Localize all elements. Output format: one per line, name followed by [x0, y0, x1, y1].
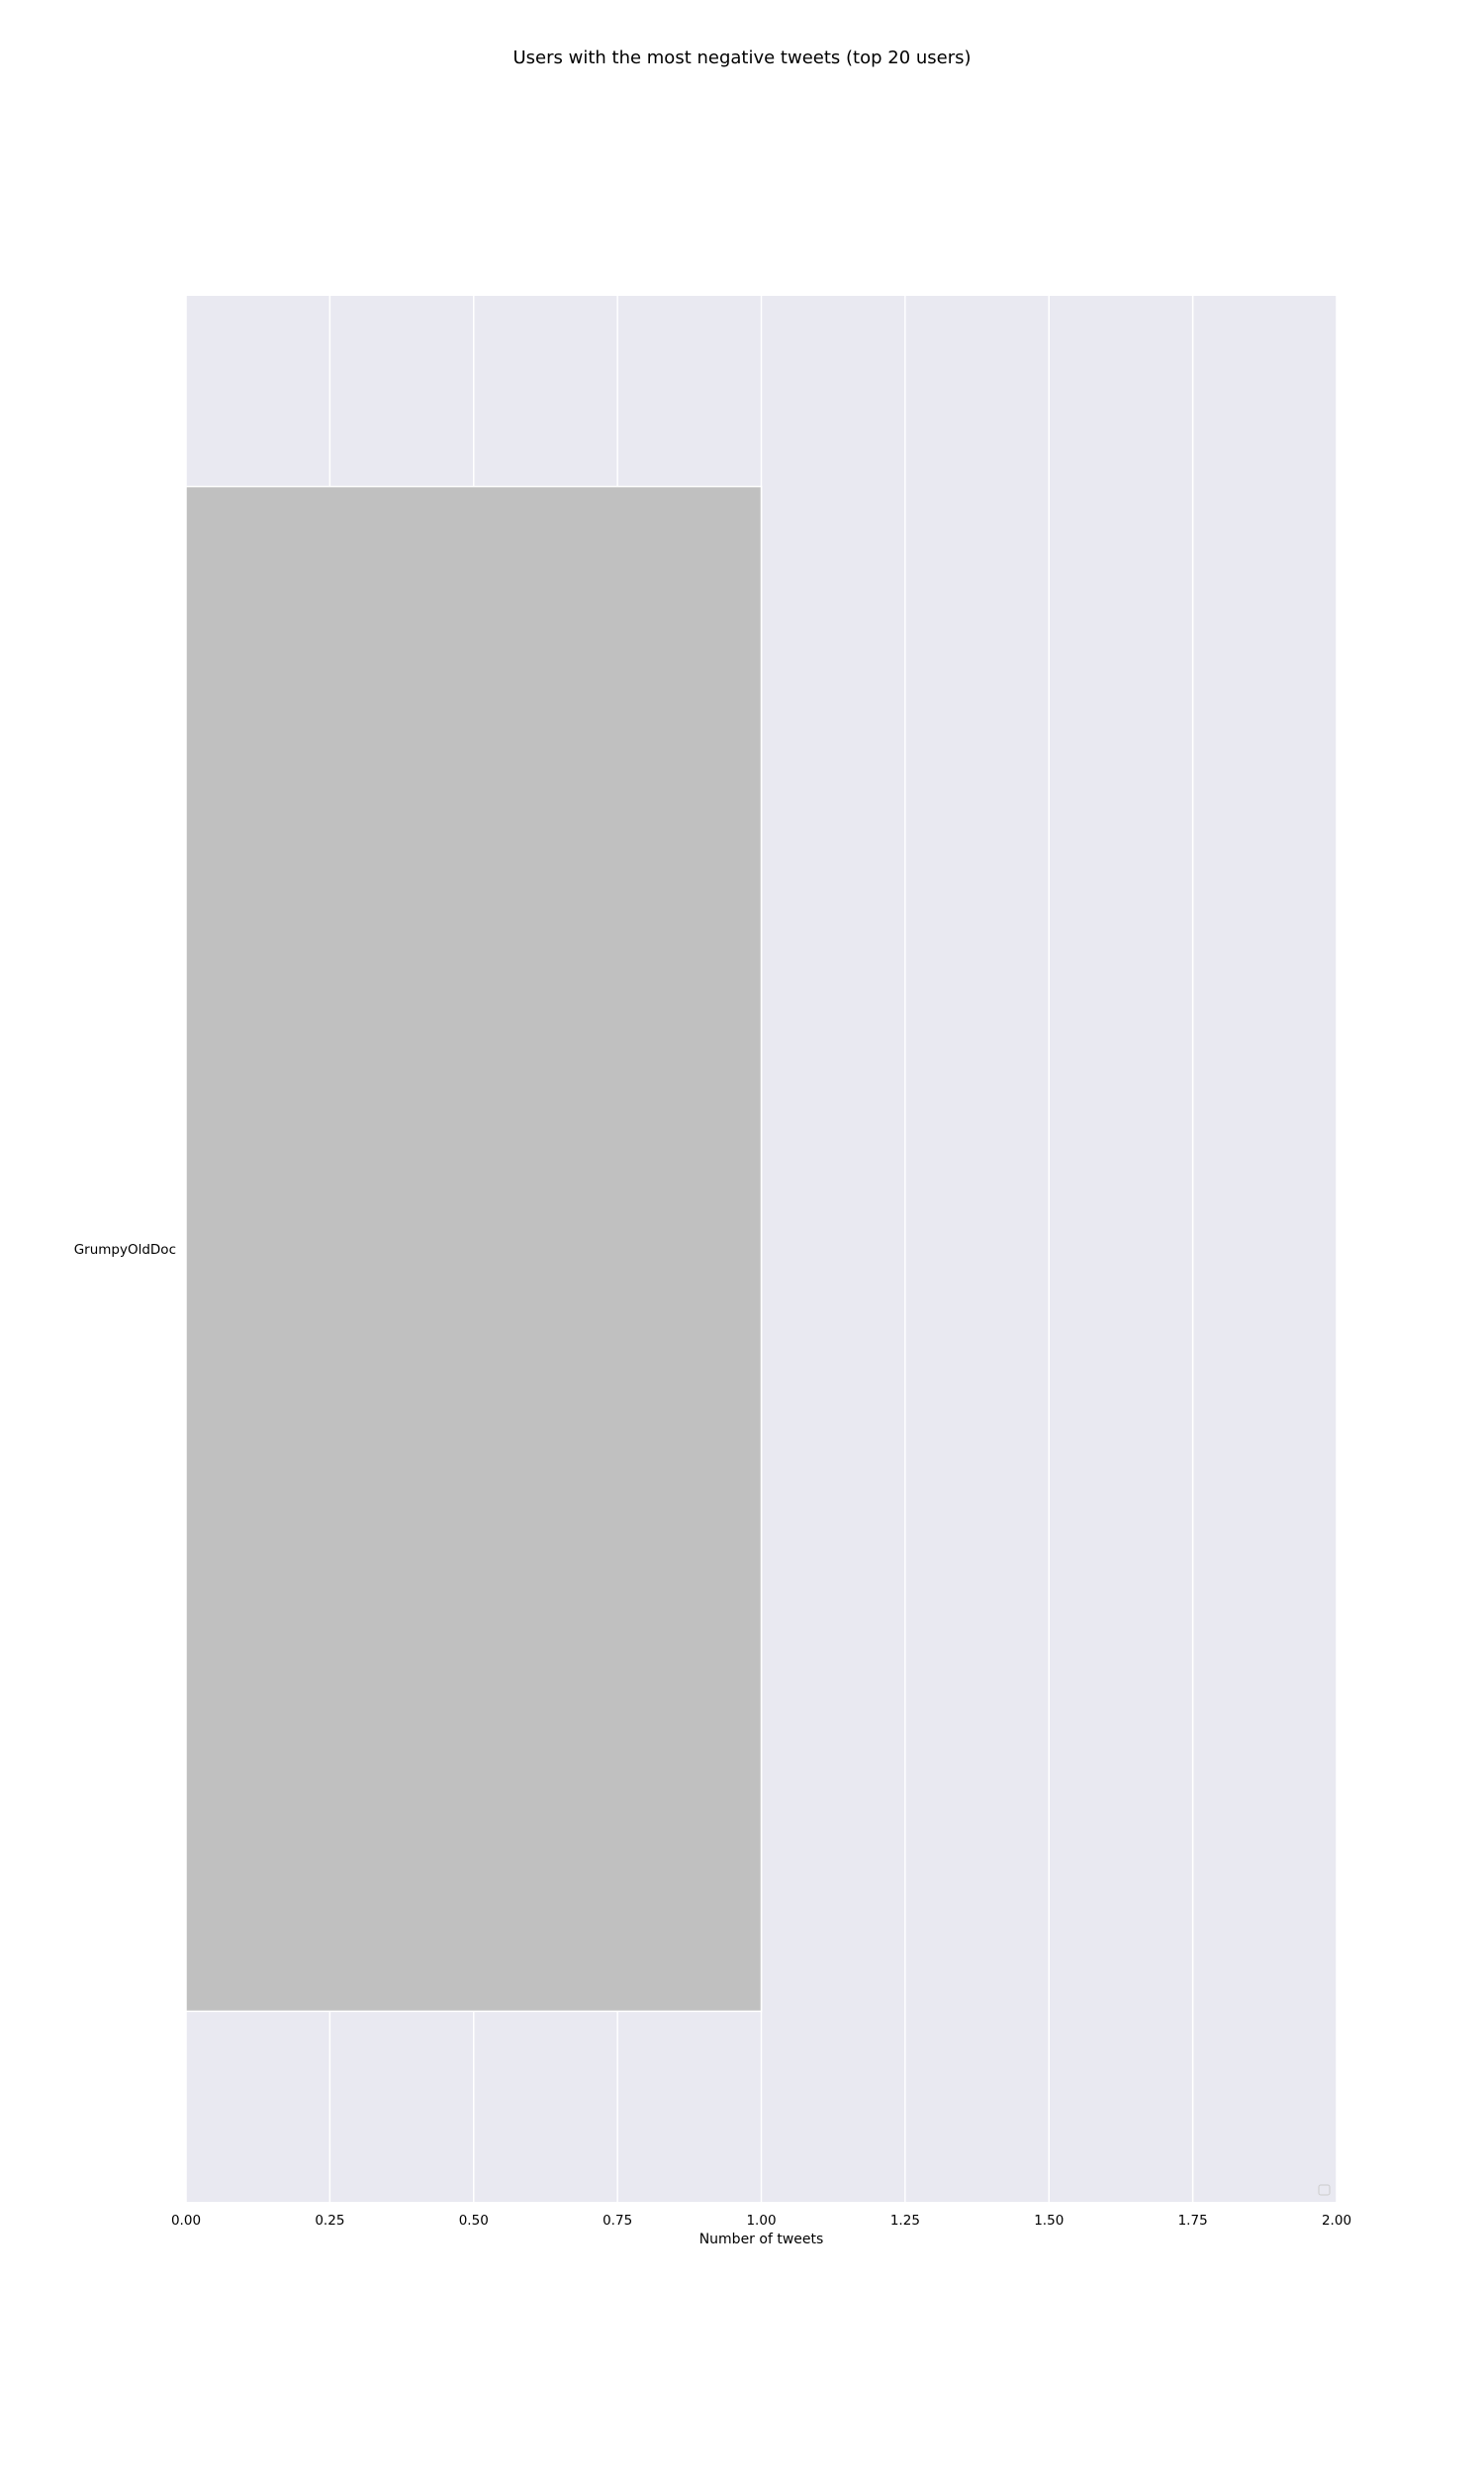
x-tick-label: 1.25	[890, 2213, 920, 2229]
y-tick-labels: GrumpyOldDoc	[74, 1242, 176, 1258]
x-tick-label: 0.50	[459, 2213, 489, 2229]
x-tick-label: 1.75	[1178, 2213, 1208, 2229]
x-tick-label: 1.00	[746, 2213, 776, 2229]
chart-title: Users with the most negative tweets (top…	[512, 48, 971, 68]
y-tick-label: GrumpyOldDoc	[74, 1242, 176, 1258]
legend-box	[1318, 2184, 1331, 2196]
x-tick-label: 2.00	[1322, 2213, 1351, 2229]
x-tick-labels: 0.00 0.25 0.50 0.75 1.00 1.25 1.50 1.75 2.00	[171, 2213, 1351, 2229]
bars	[185, 485, 763, 2013]
x-tick-label: 1.50	[1034, 2213, 1064, 2229]
x-axis-label: Number of tweets	[699, 2232, 824, 2247]
x-tick-label: 0.75	[603, 2213, 632, 2229]
x-tick-label: 0.00	[171, 2213, 201, 2229]
bar	[185, 485, 763, 2013]
x-tick-label: 0.25	[315, 2213, 344, 2229]
